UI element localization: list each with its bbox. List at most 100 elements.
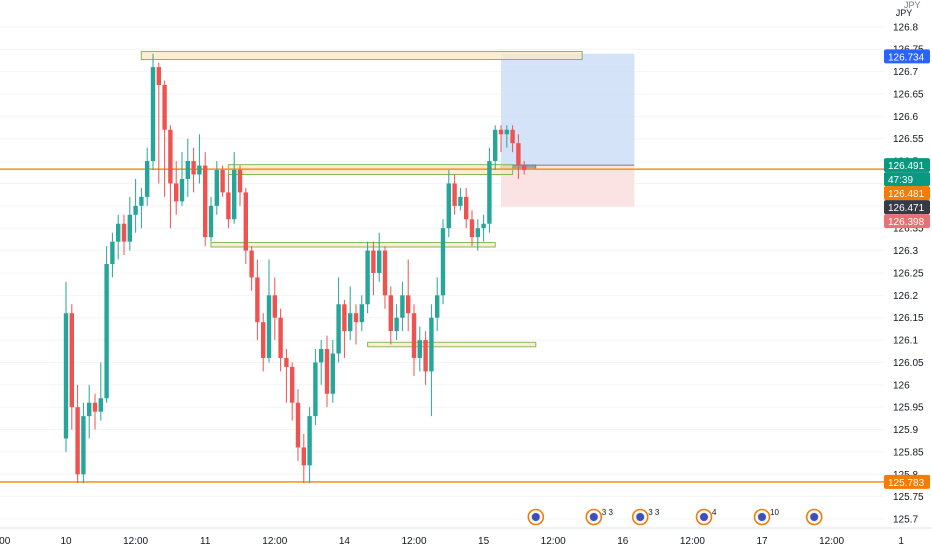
candle	[522, 161, 527, 175]
candle	[423, 331, 428, 385]
candle	[278, 308, 283, 372]
candle	[406, 259, 411, 332]
candle-body	[110, 241, 115, 264]
candle	[87, 384, 92, 439]
position-target-area	[501, 53, 635, 166]
candle	[116, 214, 121, 260]
price-axis[interactable]: JPY JPY 126.8126.75126.7126.65126.6126.5…	[884, 0, 932, 550]
candle	[243, 187, 248, 264]
candle	[417, 326, 422, 372]
candle-body	[522, 165, 527, 171]
candle-body	[411, 313, 417, 358]
candle	[92, 393, 98, 430]
zone-rectangle[interactable]	[367, 341, 537, 348]
candle	[162, 80, 167, 197]
price-label-bg	[884, 214, 930, 229]
event-marker[interactable]: 3 3	[585, 508, 613, 526]
y-tick-label: 126.55	[893, 134, 924, 145]
candle-body	[452, 183, 457, 206]
candle	[359, 295, 364, 332]
candle-body	[359, 304, 364, 323]
candle-body	[313, 362, 318, 417]
candle-body	[365, 250, 370, 305]
event-marker[interactable]: 10	[753, 508, 780, 526]
price-label: 126.734	[884, 49, 930, 64]
event-marker[interactable]	[805, 508, 823, 526]
zone-rectangle[interactable]	[210, 242, 496, 248]
x-tick-label: 15	[478, 536, 490, 547]
candle	[249, 246, 254, 291]
candle	[272, 277, 277, 341]
candle-body	[319, 349, 324, 363]
y-tick-label: 125.95	[893, 403, 924, 414]
y-tick-label: 126.35	[893, 224, 924, 235]
currency-label: JPY	[896, 8, 913, 18]
price-axis-background	[884, 0, 932, 550]
candle-body	[295, 402, 301, 448]
candle-body	[220, 170, 225, 193]
y-tick-label: 125.85	[893, 447, 924, 458]
candle-body	[458, 196, 463, 206]
candle-body	[382, 250, 388, 296]
candle	[342, 299, 347, 358]
position-tool[interactable]	[500, 53, 635, 207]
candle	[400, 281, 405, 332]
candle	[81, 402, 86, 484]
candle-body	[98, 398, 103, 412]
candle-body	[237, 170, 243, 193]
candle	[168, 125, 173, 229]
event-markers[interactable]: 3 3 3 3 4 10	[527, 508, 823, 526]
candle-body	[324, 349, 330, 394]
candle	[493, 125, 498, 171]
candle-body	[475, 228, 480, 238]
price-label: 47:39	[884, 172, 930, 187]
candle-body	[92, 402, 98, 412]
candle-body	[133, 205, 138, 215]
candle-body	[423, 340, 428, 372]
candle	[110, 232, 115, 278]
candle	[69, 304, 74, 430]
candle-body	[301, 447, 306, 466]
candle-body	[185, 161, 190, 179]
candle	[203, 152, 208, 247]
candle	[266, 259, 272, 363]
candle-body	[226, 192, 231, 220]
candle	[295, 389, 301, 461]
price-label-text: 126.398	[888, 217, 925, 228]
event-badge: 3 3	[648, 508, 660, 517]
candle	[98, 362, 103, 421]
time-axis[interactable]: :00 10 12:00 11 12:00 14 12:00 15 12:00 16 12:00 17…	[0, 527, 932, 550]
x-tick-label: :00	[0, 536, 11, 547]
candle	[237, 165, 243, 206]
candle	[440, 219, 446, 305]
horizontal-levels[interactable]	[0, 168, 884, 483]
candle	[510, 125, 515, 153]
y-tick-label: 126.65	[893, 89, 924, 100]
candle-body	[388, 295, 393, 332]
candle-body	[278, 317, 283, 358]
candle-body	[440, 228, 446, 296]
candle-body	[342, 304, 347, 332]
candle-body	[498, 129, 504, 135]
candle	[481, 214, 486, 242]
candle	[290, 362, 295, 421]
event-marker[interactable]: 3 3	[631, 508, 660, 526]
candle-body	[406, 295, 411, 314]
candle-body	[162, 85, 167, 130]
candle-body	[87, 402, 92, 417]
x-tick-label: 1	[898, 536, 904, 547]
candle-body	[266, 295, 272, 358]
candle-body	[214, 170, 219, 206]
candle	[330, 340, 335, 403]
candle-body	[243, 192, 248, 251]
price-label: 126.491	[884, 158, 930, 173]
zone-rectangle[interactable]	[140, 50, 583, 61]
candle	[174, 161, 179, 215]
event-marker[interactable]: 4	[695, 508, 718, 526]
x-tick-label: 10	[60, 536, 72, 547]
candle-body	[121, 223, 127, 242]
candle-body	[81, 416, 86, 475]
event-marker[interactable]	[527, 508, 545, 526]
